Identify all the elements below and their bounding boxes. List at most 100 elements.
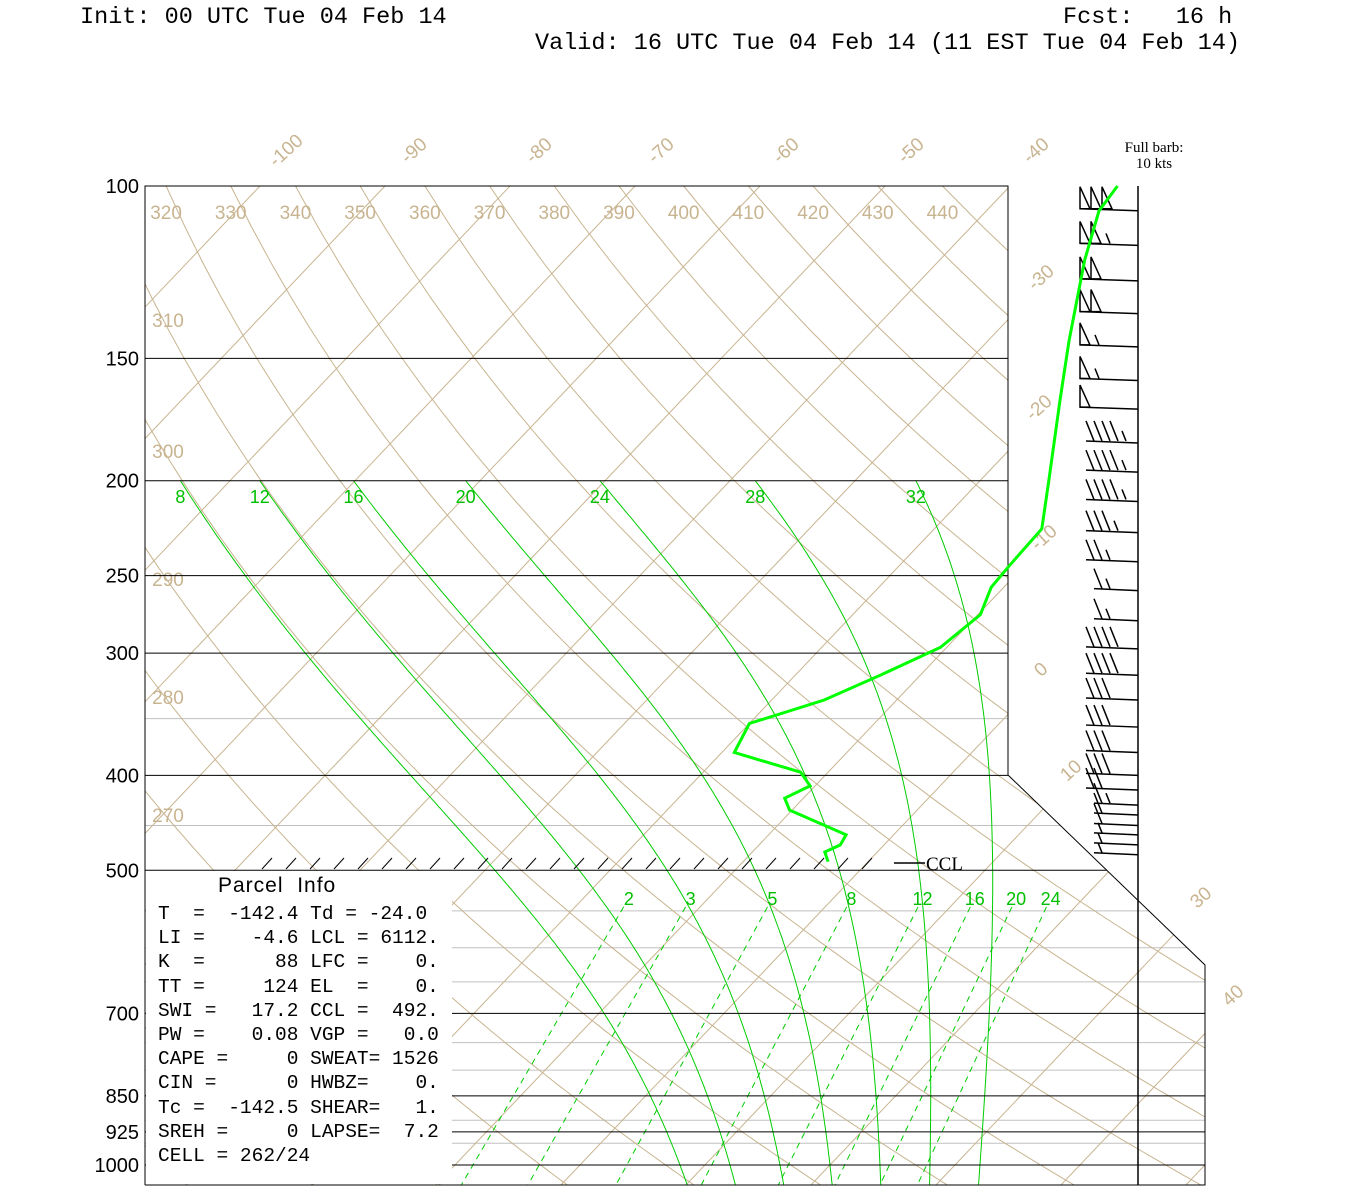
mixing-ratio-line (832, 906, 971, 1185)
dry-adiabat-label: 400 (668, 203, 700, 224)
isotherm-line (145, 186, 886, 1185)
wind-barb (1093, 782, 1139, 806)
pressure-label: 300 (106, 643, 139, 665)
moist-adiabat-label: 32 (906, 487, 926, 507)
barb-full (1085, 767, 1095, 789)
barb-full (1085, 677, 1095, 699)
barb-full (1093, 510, 1103, 531)
forecast-hour: Fcst: 16 h (1063, 4, 1233, 31)
barb-full (1085, 704, 1095, 726)
hatch-mark (285, 857, 297, 870)
isotherm-line (916, 186, 1205, 1185)
hatch-mark (477, 857, 489, 870)
isotherm-label: -80 (522, 134, 556, 168)
hatch-mark (453, 857, 465, 870)
mixing-ratio-line (698, 906, 848, 1185)
parcel-info-panel: Parcel Info T = -142.4 Td = -24.0 LI = -… (150, 874, 450, 1168)
wind-barb (1093, 598, 1139, 622)
barb-full (1085, 539, 1095, 561)
dry-adiabat-label: 270 (152, 806, 184, 827)
wind-barb (1085, 704, 1139, 728)
barb-full (1109, 420, 1119, 442)
mixing-ratio-label: 12 (913, 889, 933, 909)
hatch-mark (765, 857, 777, 870)
moist-adiabat-label: 24 (590, 487, 610, 507)
dry-adiabat-label: 440 (927, 203, 959, 224)
moist-adiabat-label: 8 (175, 487, 185, 507)
wind-barb (1085, 767, 1139, 791)
barb-full (1101, 730, 1111, 751)
dry-adiabat-line (942, 186, 1205, 1185)
barb-full (1093, 539, 1103, 561)
wind-legend-line2: 10 kts (1136, 156, 1172, 172)
hatch-mark (261, 857, 273, 870)
barb-full (1093, 677, 1103, 699)
pressure-label: 925 (106, 1122, 139, 1144)
dry-adiabat-label: 310 (152, 311, 184, 332)
hatch-mark (333, 857, 345, 870)
mixing-ratio-line (458, 906, 625, 1185)
barb-shaft (1093, 587, 1139, 592)
barb-half (1105, 792, 1111, 804)
barb-full (1101, 626, 1111, 648)
wind-legend-line1: Full barb: (1125, 140, 1184, 156)
hatch-mark (501, 857, 513, 870)
parcel-row: PW = 0.08 VGP = 0.0 (158, 1023, 439, 1046)
mixing-ratio-label: 5 (767, 889, 777, 909)
barb-flag (1090, 256, 1103, 280)
barb-flag (1090, 221, 1103, 245)
barb-full (1085, 420, 1095, 442)
barb-full (1109, 479, 1119, 500)
dry-adiabat-label: 380 (538, 203, 570, 224)
barb-full (1093, 803, 1103, 824)
wind-barb (1085, 730, 1139, 754)
dry-adiabat-line (618, 186, 1205, 1185)
isotherm-line (145, 186, 761, 1185)
dry-adiabat-line (145, 186, 1110, 1185)
hatch-mark (621, 857, 633, 870)
mixing-ratio-line (914, 906, 1047, 1185)
barb-full (1109, 652, 1119, 674)
barb-full (1085, 730, 1095, 751)
parcel-row: CIN = 0 HWBZ= 0. (158, 1072, 439, 1095)
pressure-label: 100 (106, 176, 139, 198)
barb-full (1101, 420, 1111, 442)
moist-adiabat-line (465, 480, 834, 1185)
barb-half (1121, 430, 1127, 442)
barb-full (1101, 652, 1111, 674)
hatch-mark (717, 857, 729, 870)
isotherm-label: -100 (265, 130, 307, 171)
parcel-row: LI = -4.6 LCL = 6112. (158, 927, 439, 950)
hatch-mark (573, 857, 585, 870)
barb-half (1094, 334, 1100, 346)
wind-barb (1093, 792, 1139, 816)
isotherm-label: -50 (894, 134, 928, 168)
barb-shaft (1085, 529, 1139, 534)
dry-adiabat-label: 420 (797, 203, 829, 224)
parcel-row: TT = 124 EL = 0. (158, 975, 439, 998)
dry-adiabat-line (230, 186, 1205, 1185)
barb-full (1085, 626, 1095, 648)
dry-adiabat-label: 330 (215, 203, 247, 224)
dry-adiabat-label: 360 (409, 203, 441, 224)
pressure-label: 400 (106, 765, 139, 787)
dry-adiabat-line (489, 186, 1205, 1185)
mixing-ratio-line (524, 906, 687, 1185)
hatch-mark (549, 857, 561, 870)
isotherm-label: -90 (397, 134, 431, 168)
barb-full (1085, 753, 1095, 774)
hatch-mark (789, 857, 801, 870)
barb-flag (1079, 186, 1092, 210)
barb-shaft (1085, 749, 1139, 754)
hatch-mark (429, 857, 441, 870)
dry-adiabat-label: 390 (603, 203, 635, 224)
isotherm-line (416, 186, 1205, 1185)
barb-full (1093, 652, 1103, 674)
hatch-mark (525, 857, 537, 870)
barb-flag (1079, 322, 1092, 346)
barb-full (1093, 420, 1103, 442)
mixing-ratio-label: 2 (624, 889, 634, 909)
wind-barb (1093, 568, 1139, 592)
isotherm-line (541, 186, 1205, 1185)
